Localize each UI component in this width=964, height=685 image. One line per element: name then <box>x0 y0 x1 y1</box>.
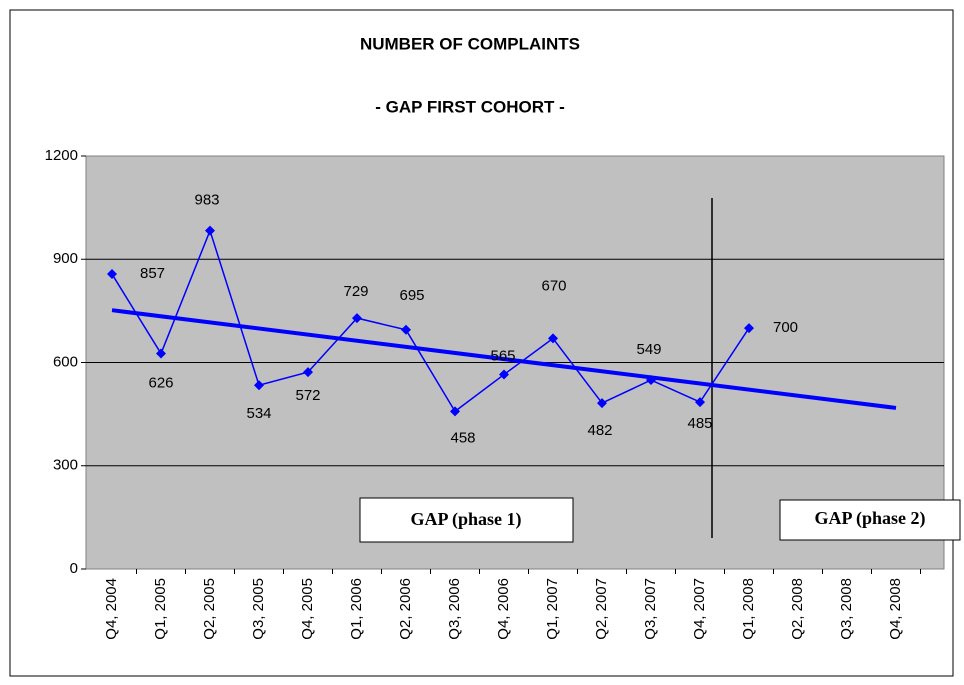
x-tick-label: Q1, 2008 <box>740 578 757 640</box>
x-tick-label: Q4, 2008 <box>887 578 904 640</box>
x-tick-label: Q3, 2005 <box>250 578 267 640</box>
data-label: 549 <box>636 341 661 358</box>
data-point <box>744 323 754 334</box>
data-label: 458 <box>450 429 475 446</box>
x-tick-label: Q1, 2005 <box>152 578 169 640</box>
data-point <box>695 397 705 408</box>
chart-subtitle: - GAP FIRST COHORT - <box>375 97 565 116</box>
x-tick-label: Q2, 2006 <box>397 578 414 640</box>
x-tick-label: Q1, 2006 <box>348 578 365 640</box>
data-point <box>401 324 411 335</box>
x-tick-label: Q4, 2004 <box>103 578 120 640</box>
annotation: GAP (phase 1) <box>410 509 521 530</box>
y-tick-label: 1200 <box>45 147 78 164</box>
data-point <box>156 348 166 359</box>
x-tick-label: Q3, 2007 <box>642 578 659 640</box>
x-tick-label: Q2, 2007 <box>593 578 610 640</box>
data-label: 983 <box>194 192 219 209</box>
x-tick-label: Q1, 2007 <box>544 578 561 640</box>
data-point <box>646 375 656 386</box>
data-point <box>205 225 215 236</box>
data-label: 626 <box>148 375 173 392</box>
data-point <box>548 333 558 344</box>
data-label: 670 <box>541 277 566 294</box>
annotation-box <box>359 497 574 543</box>
x-tick-label: Q2, 2005 <box>201 578 218 640</box>
data-point <box>352 313 362 324</box>
data-point <box>303 367 313 378</box>
y-tick-label: 600 <box>53 353 78 370</box>
x-tick-label: Q3, 2008 <box>838 578 855 640</box>
annotation-box <box>779 499 961 541</box>
data-label: 700 <box>773 319 798 336</box>
data-label: 857 <box>140 265 165 282</box>
data-label: 485 <box>687 415 712 432</box>
y-tick-label: 0 <box>70 560 78 577</box>
y-tick-label: 300 <box>53 457 78 474</box>
data-label: 572 <box>295 387 320 404</box>
data-label: 695 <box>399 287 424 304</box>
data-label: 729 <box>343 283 368 300</box>
data-line <box>111 228 750 413</box>
data-point <box>254 380 264 391</box>
data-point <box>597 398 607 409</box>
y-tick-label: 900 <box>53 250 78 267</box>
x-tick-label: Q4, 2005 <box>299 578 316 640</box>
x-tick-label: Q4, 2007 <box>691 578 708 640</box>
annotation: GAP (phase 2) <box>814 508 925 529</box>
x-tick-label: Q4, 2006 <box>495 578 512 640</box>
data-label: 482 <box>587 422 612 439</box>
trend-line <box>111 308 897 410</box>
data-point <box>107 269 117 280</box>
data-label: 534 <box>246 405 271 422</box>
data-label: 565 <box>490 348 515 365</box>
x-tick-label: Q3, 2006 <box>446 578 463 640</box>
chart-title: NUMBER OF COMPLAINTS <box>360 34 580 53</box>
data-point <box>450 406 460 417</box>
data-point <box>499 369 509 380</box>
x-tick-label: Q2, 2008 <box>789 578 806 640</box>
